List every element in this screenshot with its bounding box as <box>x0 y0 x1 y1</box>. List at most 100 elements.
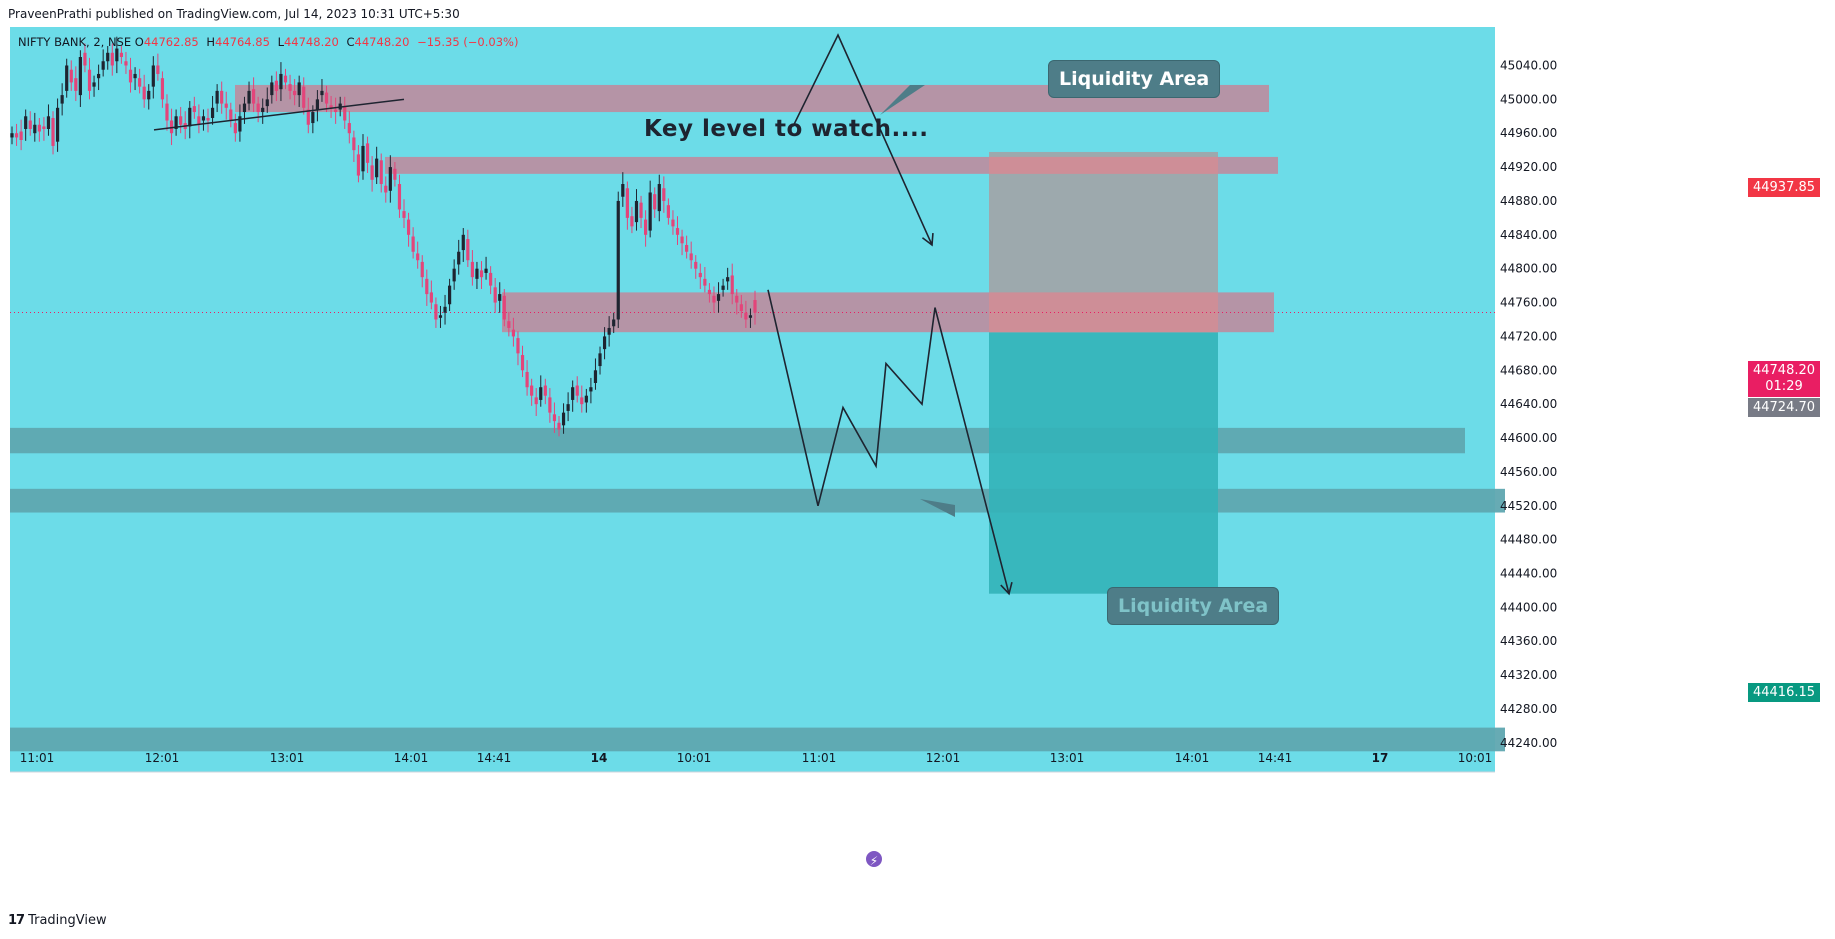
candle-body <box>621 184 625 197</box>
x-tick-label: 11:01 <box>20 751 55 765</box>
candle-body <box>625 188 629 218</box>
x-tick-label: 14:41 <box>1258 751 1293 765</box>
candle-body <box>124 61 128 66</box>
candle-body <box>365 143 370 163</box>
candle-body <box>479 270 484 278</box>
candle-body <box>548 397 552 413</box>
x-tick-label: 14:01 <box>1175 751 1210 765</box>
tradingview-logo-icon: 17 <box>8 913 25 928</box>
candle-body <box>210 107 215 118</box>
candle-body <box>151 65 155 87</box>
x-tick-label: 12:01 <box>145 751 180 765</box>
candle-body <box>425 278 429 295</box>
zone-teal-5 <box>10 727 1505 752</box>
candle-body <box>160 78 165 100</box>
candle-body <box>671 219 675 227</box>
projection-path-top-arrowhead <box>921 232 934 247</box>
candle-body <box>634 200 639 223</box>
current-price: 44748.20 <box>1752 363 1816 378</box>
candle-body <box>616 200 620 320</box>
liquidity-callout-top[interactable]: Liquidity Area <box>1048 60 1221 98</box>
candle-body <box>115 48 119 62</box>
candle-body <box>220 90 224 104</box>
candle-body <box>730 275 734 295</box>
candle-body <box>206 117 210 121</box>
candle-body <box>270 82 274 96</box>
candle-body <box>174 116 178 129</box>
candle-body <box>393 168 397 180</box>
symbol-legend: NIFTY BANK, 2, NSE O44762.85 H44764.85 L… <box>18 35 522 49</box>
chart-canvas[interactable]: 45040.00 45000.00 44960.00 44920.00 44880.00… <box>10 27 1825 907</box>
y-tick-label: 44360.00 <box>1500 634 1557 648</box>
x-tick-label: 13:01 <box>270 751 305 765</box>
liquidity-callout-bottom[interactable]: Liquidity Area <box>1107 587 1280 625</box>
candle-body <box>256 103 260 113</box>
y-tick-label: 44480.00 <box>1500 533 1557 547</box>
candle-body <box>128 69 133 83</box>
candle-body <box>179 116 183 125</box>
y-tick-label: 44280.00 <box>1500 702 1557 716</box>
footer-brand[interactable]: TradingView <box>28 913 107 928</box>
candle-body <box>169 120 174 134</box>
candle-body <box>37 124 41 132</box>
candle-body <box>306 109 310 125</box>
plot-background <box>10 27 1495 772</box>
y-tick-label: 44960.00 <box>1500 126 1557 140</box>
candle-body <box>55 107 60 142</box>
y-tick-label: 44640.00 <box>1500 397 1557 411</box>
candle-body <box>447 285 452 305</box>
candle-body <box>438 315 443 318</box>
scale-toggle-button[interactable] <box>1752 33 1818 57</box>
candle-body <box>694 261 698 269</box>
candle-body <box>457 251 461 265</box>
candle-body <box>557 422 561 430</box>
candle-body <box>411 236 415 252</box>
candle-body <box>347 123 351 134</box>
y-tick-label: 44760.00 <box>1500 296 1557 310</box>
candle-body <box>320 90 324 96</box>
close-label: C <box>346 35 355 49</box>
low-label: L <box>277 35 284 49</box>
key-level-text[interactable]: Key level to watch.... <box>644 116 929 142</box>
candle-body <box>498 294 502 301</box>
lightning-icon[interactable]: ⚡ <box>864 849 884 869</box>
candle-body <box>10 133 14 138</box>
x-tick-label: 14:41 <box>477 751 512 765</box>
candle-body <box>584 395 588 403</box>
chart-area[interactable]: 45040.00 45000.00 44960.00 44920.00 44880.00… <box>10 27 1825 907</box>
y-tick-label: 44440.00 <box>1500 567 1557 581</box>
candle-body <box>343 106 347 121</box>
trendline <box>153 98 405 131</box>
candle-body <box>580 397 584 405</box>
candle-body <box>420 261 424 278</box>
candle-body <box>712 295 716 303</box>
candle-body <box>83 52 87 66</box>
high-value: 44764.85 <box>215 35 270 49</box>
candle-body <box>511 329 516 337</box>
candle-body <box>402 211 406 218</box>
y-tick-label: 44920.00 <box>1500 160 1557 174</box>
candle-body <box>566 404 570 411</box>
candle-body <box>689 253 693 261</box>
candle-body <box>242 103 247 113</box>
symbol-name[interactable]: NIFTY BANK, 2, NSE <box>18 35 132 49</box>
candle-body <box>224 103 228 108</box>
candle-body <box>735 295 739 303</box>
candle-body <box>639 202 643 218</box>
candle-body <box>247 90 251 104</box>
candle-body <box>265 99 269 107</box>
y-tick-label: 44800.00 <box>1500 262 1557 276</box>
projection-path-top <box>792 33 933 246</box>
x-tick-label: 12:01 <box>926 751 961 765</box>
y-tick-label: 44320.00 <box>1500 668 1557 682</box>
candle-body <box>612 319 616 327</box>
y-tick-label: 44400.00 <box>1500 600 1557 614</box>
candle-body <box>726 277 730 282</box>
candle-body <box>156 65 160 74</box>
candle-body <box>721 285 725 290</box>
candle-body <box>261 107 265 113</box>
footer-branding: 17 TradingView <box>8 913 107 928</box>
target-price-tag: 44416.15 <box>1748 683 1820 702</box>
candle-body <box>315 99 320 110</box>
candle-body <box>534 397 538 405</box>
